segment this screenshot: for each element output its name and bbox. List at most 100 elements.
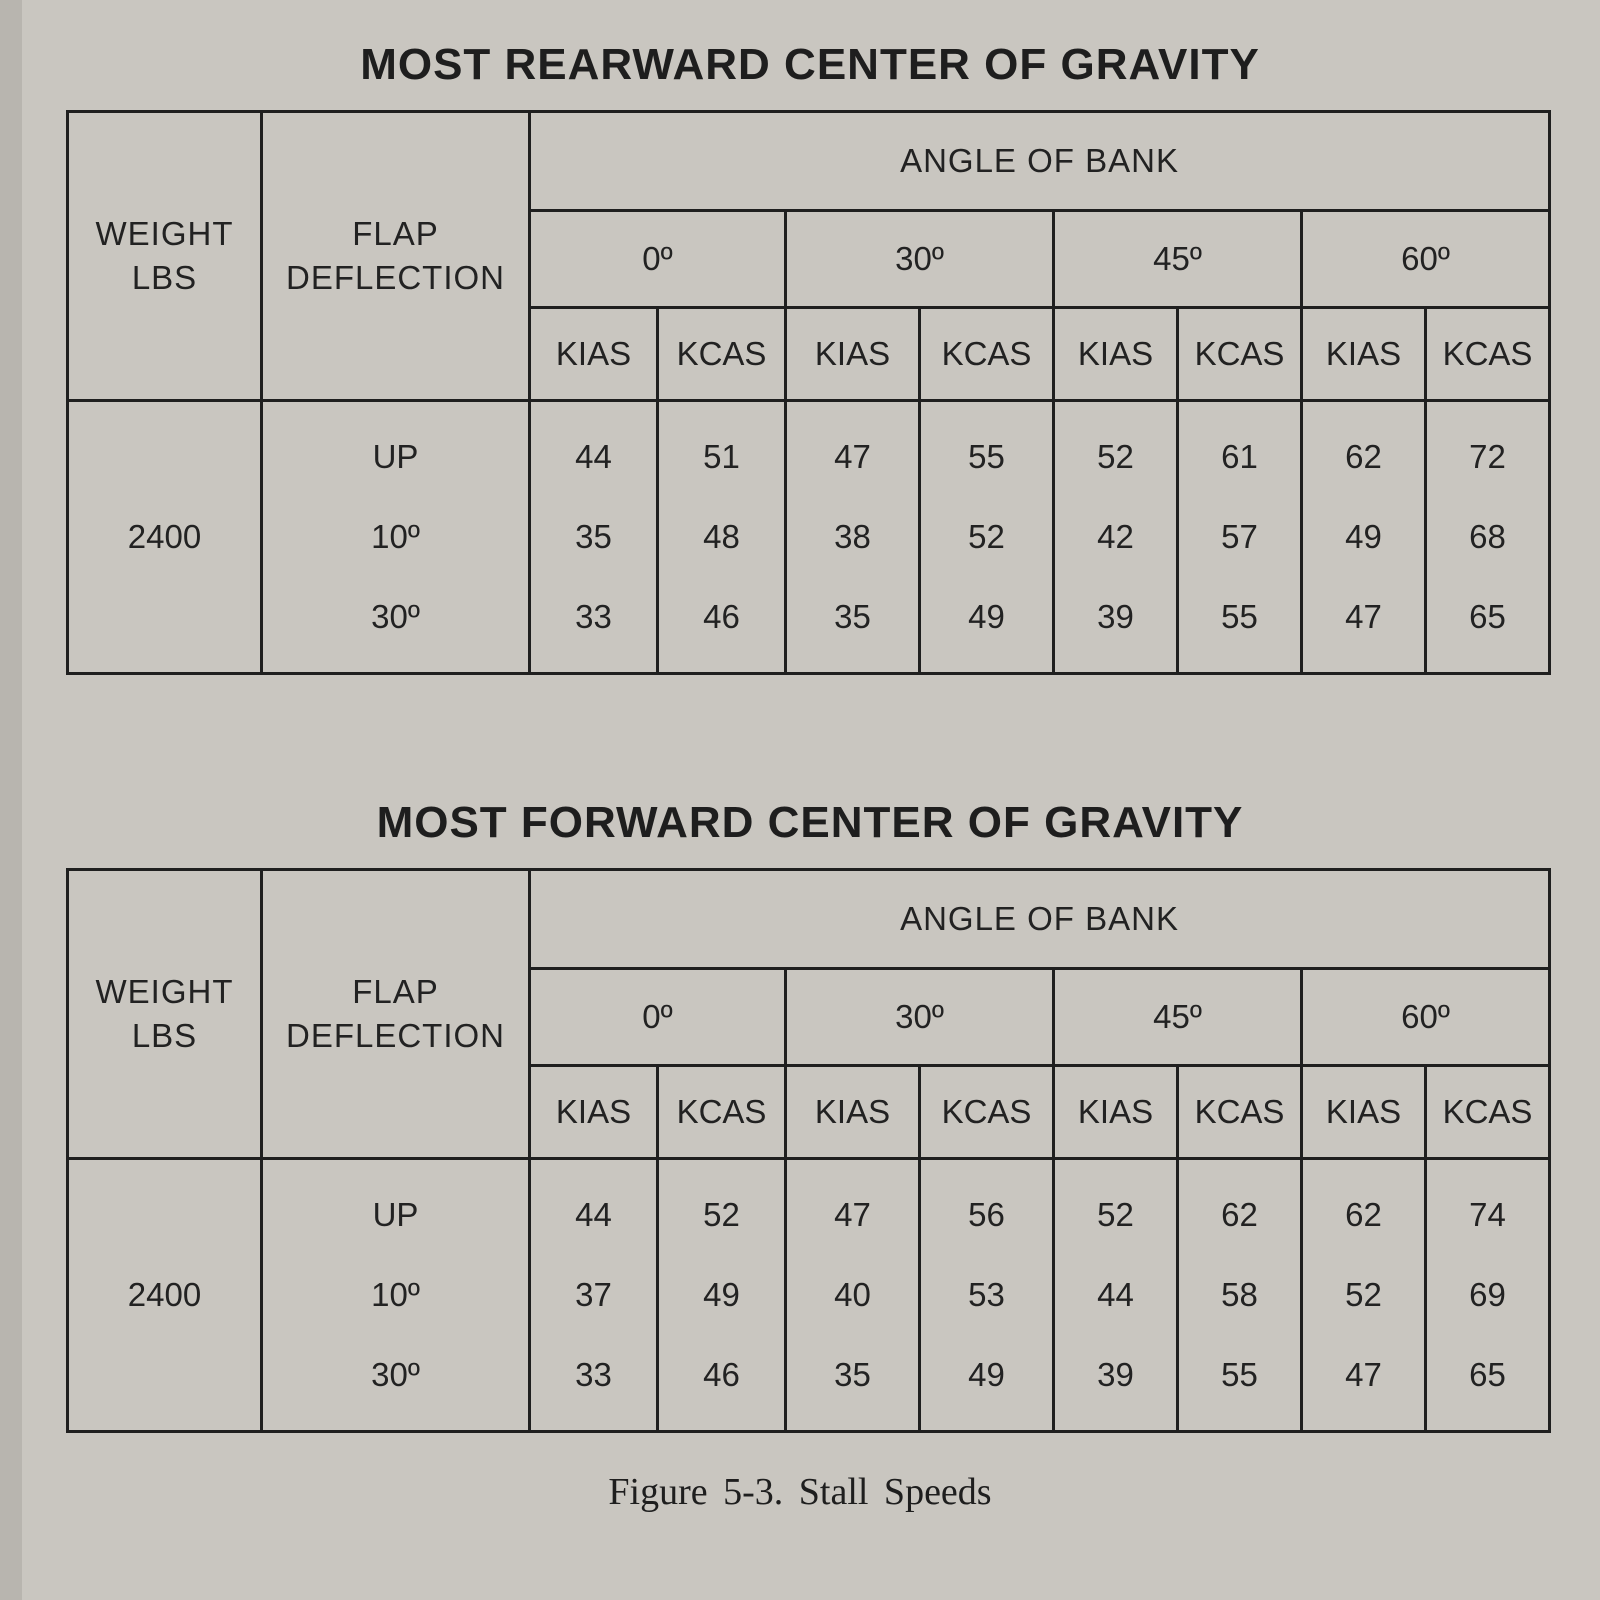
speed-value: 42 xyxy=(1097,518,1134,555)
unit-header-kias: KIAS xyxy=(1300,1064,1427,1160)
speed-column: 74 69 65 xyxy=(1423,1157,1552,1433)
speed-value: 62 xyxy=(1221,1196,1258,1233)
flap-10: 10º xyxy=(371,1276,420,1313)
speed-value: 53 xyxy=(968,1276,1005,1313)
figure-caption: Figure 5-3. Stall Speeds xyxy=(608,1471,992,1513)
speed-value: 52 xyxy=(1097,1196,1134,1233)
speed-value: 52 xyxy=(703,1196,740,1233)
flap-up: UP xyxy=(372,438,419,475)
speed-value: 48 xyxy=(703,518,740,555)
speed-value: 51 xyxy=(703,438,740,475)
speed-column: 47 40 35 xyxy=(784,1157,921,1433)
speed-column: 62 58 55 xyxy=(1176,1157,1303,1433)
unit-header-kcas: KCAS xyxy=(918,306,1055,402)
unit-header-kias: KIAS xyxy=(1300,306,1427,402)
speed-value: 40 xyxy=(834,1276,871,1313)
speed-column: 56 53 49 xyxy=(918,1157,1055,1433)
speed-column: 62 52 47 xyxy=(1300,1157,1427,1433)
speed-value: 46 xyxy=(703,1356,740,1393)
weight-header-unit: LBS xyxy=(131,259,198,296)
speed-value: 39 xyxy=(1097,598,1134,635)
unit-header-kcas: KCAS xyxy=(918,1064,1055,1160)
weight-value: 2400 xyxy=(66,1157,263,1433)
unit-header-kias: KIAS xyxy=(1052,1064,1179,1160)
unit-header-kias: KIAS xyxy=(784,1064,921,1160)
speed-value: 49 xyxy=(968,598,1005,635)
speed-value: 62 xyxy=(1345,438,1382,475)
speed-value: 47 xyxy=(834,438,871,475)
speed-value: 35 xyxy=(834,1356,871,1393)
speed-value: 37 xyxy=(575,1276,612,1313)
forward-cg-title: MOST FORWARD CENTER OF GRAVITY xyxy=(376,798,1244,847)
unit-header-kias: KIAS xyxy=(784,306,921,402)
flap-up: UP xyxy=(372,1196,419,1233)
weight-header-line: WEIGHT xyxy=(95,973,234,1010)
unit-header-kcas: KCAS xyxy=(1176,306,1303,402)
flap-header-line: FLAP xyxy=(352,215,439,252)
speed-column: 44 37 33 xyxy=(528,1157,659,1433)
speed-value: 33 xyxy=(575,1356,612,1393)
speed-value: 55 xyxy=(1221,1356,1258,1393)
speed-value: 49 xyxy=(968,1356,1005,1393)
unit-header-kcas: KCAS xyxy=(1423,306,1552,402)
bank-angle-30: 30º xyxy=(784,967,1055,1067)
flap-header-line-2: DEFLECTION xyxy=(285,259,506,296)
speed-column: 52 49 46 xyxy=(656,1157,787,1433)
speed-value: 44 xyxy=(1097,1276,1134,1313)
speed-value: 49 xyxy=(703,1276,740,1313)
flap-settings: UP 10º 30º xyxy=(260,399,531,675)
bank-angle-0: 0º xyxy=(528,209,787,309)
speed-value: 38 xyxy=(834,518,871,555)
speed-column: 72 68 65 xyxy=(1423,399,1552,675)
speed-value: 62 xyxy=(1345,1196,1382,1233)
flap-settings: UP 10º 30º xyxy=(260,1157,531,1433)
speed-value: 56 xyxy=(968,1196,1005,1233)
unit-header-kcas: KCAS xyxy=(656,1064,787,1160)
unit-header-kias: KIAS xyxy=(528,306,659,402)
rearward-cg-table: WEIGHT LBS FLAP DEFLECTION ANGLE OF BANK… xyxy=(66,110,1552,675)
weight-header: WEIGHT LBS xyxy=(66,110,263,402)
speed-column: 47 38 35 xyxy=(784,399,921,675)
flap-30: 30º xyxy=(371,598,420,635)
speed-value: 65 xyxy=(1469,1356,1506,1393)
speed-value: 69 xyxy=(1469,1276,1506,1313)
speed-column: 62 49 47 xyxy=(1300,399,1427,675)
speed-column: 52 42 39 xyxy=(1052,399,1179,675)
speed-value: 44 xyxy=(575,1196,612,1233)
speed-value: 68 xyxy=(1469,518,1506,555)
speed-value: 55 xyxy=(968,438,1005,475)
unit-header-kias: KIAS xyxy=(528,1064,659,1160)
flap-header: FLAP DEFLECTION xyxy=(260,868,531,1160)
angle-of-bank-header: ANGLE OF BANK xyxy=(527,868,1552,970)
flap-10: 10º xyxy=(371,518,420,555)
bank-angle-60: 60º xyxy=(1299,967,1552,1067)
unit-header-kcas: KCAS xyxy=(1176,1064,1303,1160)
flap-header-line-2: DEFLECTION xyxy=(285,1017,506,1054)
speed-value: 33 xyxy=(575,598,612,635)
speed-column: 61 57 55 xyxy=(1176,399,1303,675)
speed-value: 55 xyxy=(1221,598,1258,635)
speed-column: 44 35 33 xyxy=(528,399,659,675)
data-row: 2400 UP 10º 30º 44 37 33 52 49 46 47 xyxy=(66,1157,1552,1433)
speed-value: 61 xyxy=(1221,438,1258,475)
page-edge xyxy=(0,0,22,1600)
speed-value: 47 xyxy=(1345,598,1382,635)
speed-column: 52 44 39 xyxy=(1052,1157,1179,1433)
speed-value: 47 xyxy=(1345,1356,1382,1393)
speed-value: 44 xyxy=(575,438,612,475)
weight-header-line: WEIGHT xyxy=(95,215,234,252)
speed-value: 35 xyxy=(834,598,871,635)
speed-value: 65 xyxy=(1469,598,1506,635)
speed-value: 57 xyxy=(1221,518,1258,555)
header-row-angles: 0º 30º 45º 60º xyxy=(68,967,1552,1067)
bank-angle-30: 30º xyxy=(784,209,1055,309)
speed-value: 52 xyxy=(1097,438,1134,475)
forward-cg-table: WEIGHT LBS FLAP DEFLECTION ANGLE OF BANK… xyxy=(66,868,1552,1433)
speed-value: 58 xyxy=(1221,1276,1258,1313)
speed-value: 72 xyxy=(1469,438,1506,475)
weight-header-unit: LBS xyxy=(131,1017,198,1054)
speed-value: 35 xyxy=(575,518,612,555)
angle-of-bank-header: ANGLE OF BANK xyxy=(527,110,1552,212)
header-row-units: KIAS KCAS KIAS KCAS KIAS KCAS KIAS KCAS xyxy=(68,306,1552,402)
